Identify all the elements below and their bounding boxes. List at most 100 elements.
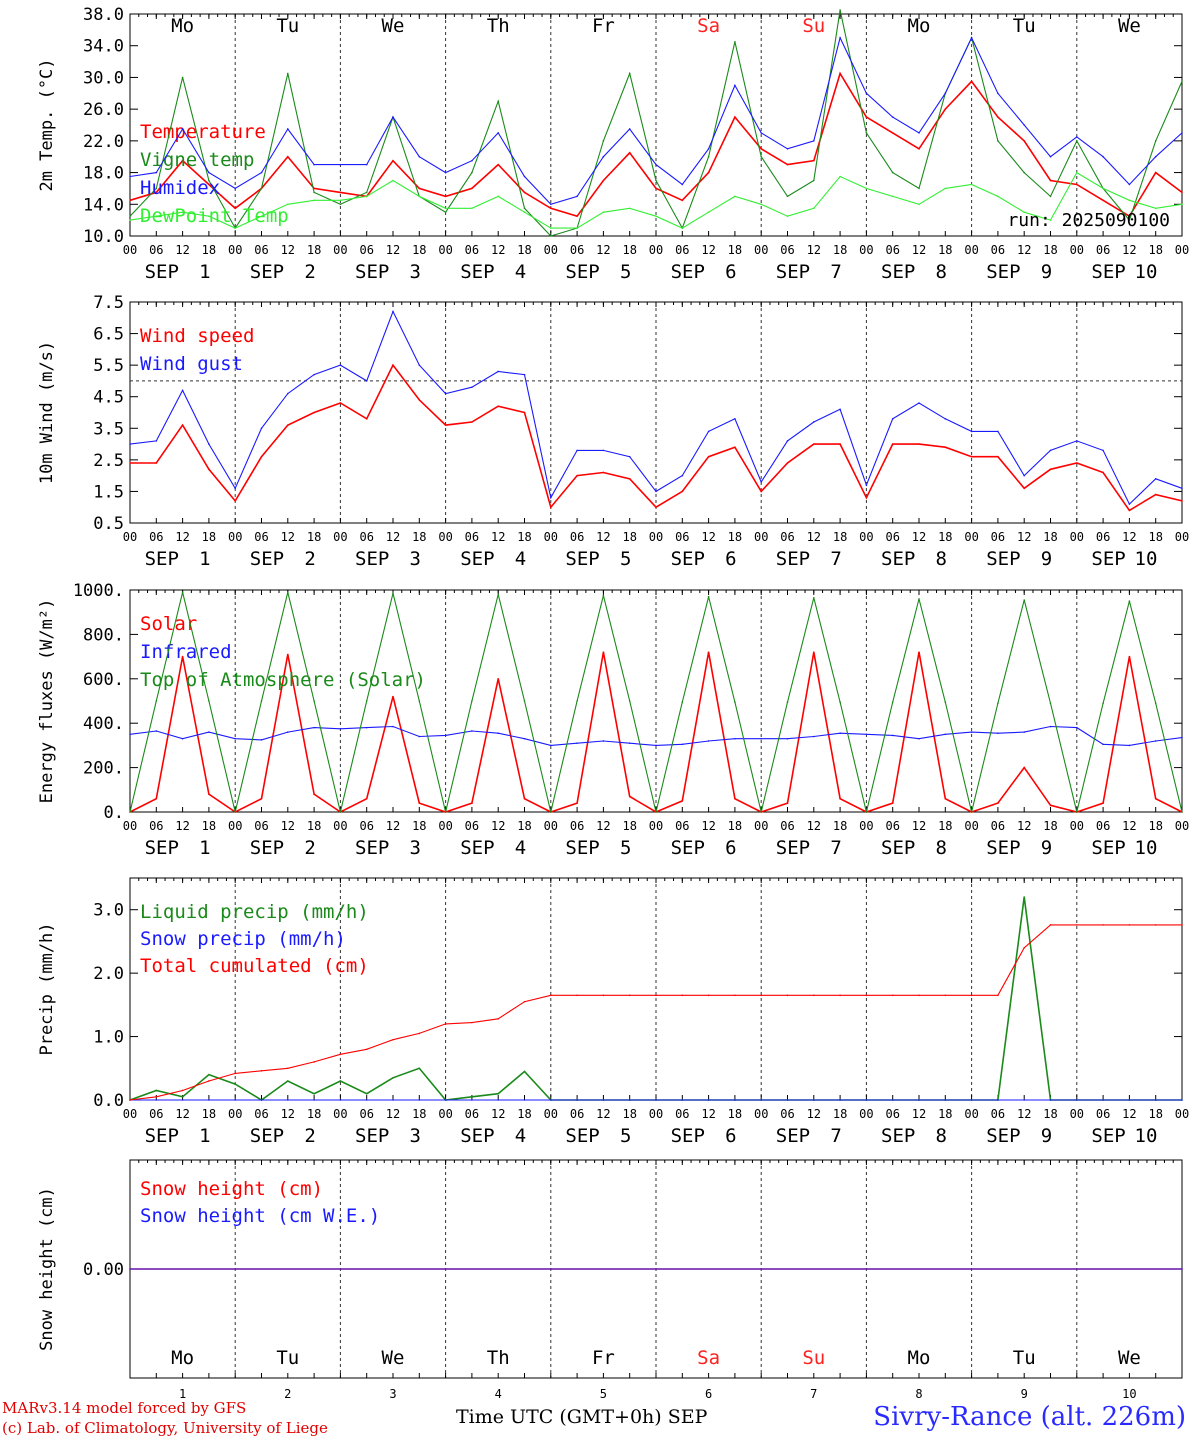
data-point bbox=[550, 506, 552, 509]
data-point bbox=[1076, 726, 1078, 729]
data-point bbox=[1154, 155, 1157, 158]
data-point bbox=[523, 1000, 526, 1003]
data-point bbox=[208, 731, 210, 733]
data-point bbox=[997, 195, 999, 198]
data-point bbox=[1049, 179, 1052, 182]
x-hour-tick-label: 06 bbox=[359, 530, 373, 544]
data-point bbox=[155, 730, 158, 732]
data-point bbox=[313, 1092, 315, 1095]
weekday-label: We bbox=[382, 15, 405, 37]
data-point bbox=[760, 737, 762, 740]
x-month-label: SEP bbox=[460, 548, 494, 570]
x-day-label: 4 bbox=[515, 548, 526, 570]
data-point bbox=[523, 373, 526, 376]
data-point bbox=[760, 147, 762, 150]
x-day-label: 9 bbox=[1041, 1125, 1052, 1147]
data-point bbox=[313, 1099, 315, 1101]
data-point bbox=[392, 725, 394, 728]
data-point bbox=[839, 1099, 841, 1101]
x-hour-tick-label: 00 bbox=[544, 530, 558, 544]
y-tick-label: 4.5 bbox=[93, 388, 124, 408]
x-hour-tick-label: 12 bbox=[281, 819, 295, 833]
data-point bbox=[234, 187, 236, 190]
x-hour-tick-label: 06 bbox=[149, 1107, 163, 1121]
data-point bbox=[181, 76, 184, 79]
legend-entry: Vigne temp bbox=[140, 149, 254, 171]
x-hour-tick-label: 18 bbox=[517, 530, 531, 544]
run-annotation: run: 2025090100 bbox=[1007, 210, 1170, 231]
data-point bbox=[497, 370, 500, 373]
x-hour-tick-label: 00 bbox=[964, 243, 978, 257]
x-day-label: 1 bbox=[199, 1125, 210, 1147]
x-month-label: SEP bbox=[1091, 548, 1125, 570]
data-point bbox=[786, 440, 789, 442]
data-point bbox=[234, 207, 236, 210]
data-point bbox=[918, 443, 920, 445]
data-point bbox=[891, 132, 894, 134]
x-day-label: 6 bbox=[725, 837, 736, 859]
x-hour-tick-label: 12 bbox=[912, 819, 926, 833]
data-point bbox=[681, 701, 684, 703]
data-point bbox=[891, 171, 894, 174]
data-point bbox=[944, 187, 947, 190]
y-tick-label: 800. bbox=[83, 625, 124, 645]
data-point bbox=[655, 215, 657, 217]
data-point bbox=[365, 418, 368, 420]
data-point bbox=[234, 1083, 236, 1085]
data-point bbox=[760, 203, 762, 206]
data-point bbox=[786, 147, 789, 150]
data-point bbox=[1102, 802, 1104, 804]
y-tick-label: 34.0 bbox=[83, 37, 124, 57]
x-hour-tick-label: 18 bbox=[1148, 243, 1162, 257]
x-hour-tick-label: 00 bbox=[964, 1107, 978, 1121]
data-point bbox=[392, 1038, 394, 1041]
data-point bbox=[550, 203, 552, 206]
x-month-label: SEP bbox=[1091, 261, 1125, 283]
data-point bbox=[523, 175, 526, 178]
data-point bbox=[1128, 183, 1131, 186]
data-point bbox=[734, 446, 736, 449]
x-hour-tick-label: 06 bbox=[885, 1107, 899, 1121]
x-hour-tick-label: 18 bbox=[1148, 530, 1162, 544]
data-point bbox=[418, 1099, 421, 1101]
x-hour-tick-label: 18 bbox=[622, 243, 636, 257]
data-point bbox=[339, 191, 342, 194]
x-hour-tick-label: 12 bbox=[491, 819, 505, 833]
x-hour-tick-label: 00 bbox=[333, 819, 347, 833]
data-point bbox=[1102, 187, 1104, 190]
data-point bbox=[786, 215, 789, 217]
x-month-label: SEP bbox=[460, 837, 494, 859]
x-month-label: SEP bbox=[355, 1125, 389, 1147]
x-day-label: 7 bbox=[830, 837, 841, 859]
x-day-label: 2 bbox=[304, 837, 315, 859]
series-line bbox=[129, 592, 1183, 813]
data-point bbox=[1076, 440, 1078, 442]
x-hour-tick-label: 18 bbox=[412, 1107, 426, 1121]
x-hour-tick-label: 12 bbox=[807, 819, 821, 833]
x-hour-tick-label: 12 bbox=[386, 530, 400, 544]
x-hour-tick-label: 18 bbox=[307, 819, 321, 833]
x-month-label: SEP bbox=[565, 548, 599, 570]
legend-entry: Top of Atmosphere (Solar) bbox=[140, 669, 426, 691]
data-point bbox=[444, 734, 447, 737]
x-day-label: 4 bbox=[515, 1125, 526, 1147]
x-hour-tick-label: 00 bbox=[754, 1107, 768, 1121]
day-number-label: 3 bbox=[389, 1387, 396, 1401]
x-day-label: 3 bbox=[410, 837, 421, 859]
x-month-label: SEP bbox=[776, 261, 810, 283]
data-point bbox=[602, 740, 605, 742]
data-point bbox=[734, 994, 736, 997]
x-hour-tick-label: 06 bbox=[780, 819, 794, 833]
x-month-label: SEP bbox=[250, 837, 284, 859]
data-point bbox=[760, 490, 762, 493]
x-hour-tick-label: 12 bbox=[1017, 1107, 1031, 1121]
data-point bbox=[1102, 924, 1104, 926]
data-point bbox=[1154, 207, 1157, 210]
data-point bbox=[444, 171, 447, 174]
x-month-label: SEP bbox=[145, 1125, 179, 1147]
x-hour-tick-label: 18 bbox=[833, 243, 847, 257]
data-point bbox=[997, 92, 999, 95]
data-point bbox=[576, 227, 578, 229]
data-point bbox=[523, 1099, 526, 1101]
data-point bbox=[760, 481, 762, 483]
